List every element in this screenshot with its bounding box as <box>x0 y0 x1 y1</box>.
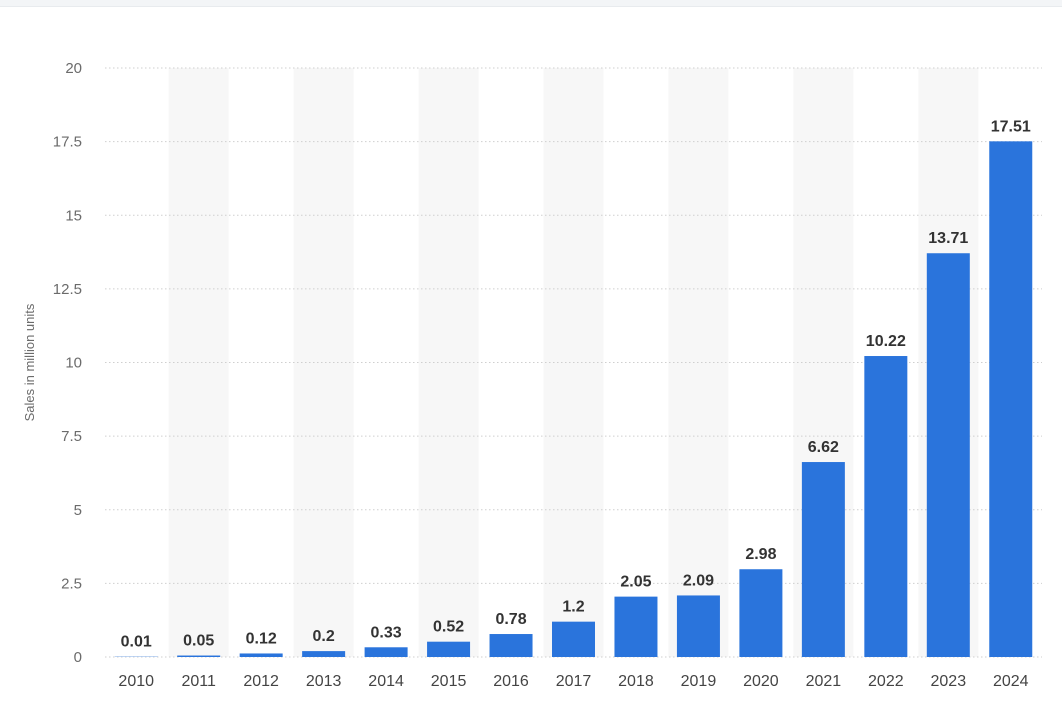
y-tick-label: 15 <box>65 207 82 224</box>
data-label: 0.01 <box>121 634 152 651</box>
data-labels: 0.01 0.05 0.12 0.2 0.33 0.52 0.78 1.2 2.05 2.09 2.… <box>121 118 1031 650</box>
column-band <box>293 68 354 657</box>
x-tick-label: 2011 <box>181 673 216 690</box>
data-label: 13.71 <box>928 230 968 247</box>
bar <box>676 595 720 657</box>
data-label: 1.2 <box>562 599 584 616</box>
bar <box>552 621 595 657</box>
x-tick-label: 2014 <box>368 673 404 690</box>
y-tick-label: 20 <box>65 60 82 77</box>
column-band <box>418 68 479 657</box>
bars <box>114 141 1033 658</box>
x-tick-label: 2021 <box>806 673 842 690</box>
data-label: 0.05 <box>183 633 214 650</box>
bar <box>801 462 845 657</box>
data-label: 17.51 <box>991 118 1031 135</box>
bar <box>989 141 1033 657</box>
bar <box>739 569 783 657</box>
data-label: 10.22 <box>866 333 906 350</box>
y-tick-label: 17.5 <box>53 134 82 151</box>
y-tick-label: 10 <box>65 355 82 372</box>
data-label: 0.33 <box>371 624 402 641</box>
bar <box>926 253 970 658</box>
x-tick-label: 2019 <box>681 673 717 690</box>
x-tick-label: 2018 <box>618 673 654 690</box>
bar <box>489 634 533 657</box>
bar <box>614 596 658 657</box>
y-tick-label: 7.5 <box>61 428 82 445</box>
x-tick-label: 2020 <box>743 673 779 690</box>
y-tick-label: 0 <box>74 649 82 666</box>
bar <box>177 655 221 657</box>
data-label: 2.98 <box>745 546 776 563</box>
x-tick-label: 2013 <box>306 673 342 690</box>
x-tick-label: 2012 <box>243 673 279 690</box>
x-tick-label: 2022 <box>868 673 904 690</box>
top-strip <box>0 0 1062 7</box>
column-band <box>168 68 229 657</box>
data-label: 0.2 <box>313 628 335 645</box>
data-label: 0.78 <box>495 611 526 628</box>
x-tick-label: 2024 <box>993 673 1029 690</box>
data-label: 6.62 <box>808 439 839 456</box>
x-tick-label: 2010 <box>118 673 154 690</box>
bar <box>364 647 408 657</box>
x-axis-labels: 2010 2011 2012 2013 2014 2015 2016 2017 2018 2019… <box>118 673 1028 690</box>
y-axis-title: Sales in million units <box>22 303 37 421</box>
y-tick-label: 5 <box>74 502 82 519</box>
x-tick-label: 2015 <box>431 673 467 690</box>
bar <box>239 653 283 657</box>
x-tick-label: 2023 <box>931 673 967 690</box>
bar <box>864 356 908 657</box>
bar <box>302 651 346 657</box>
x-tick-label: 2017 <box>556 673 592 690</box>
data-label: 0.12 <box>246 630 277 647</box>
data-label: 0.52 <box>433 619 464 636</box>
y-tick-label: 12.5 <box>53 281 82 298</box>
y-tick-label: 2.5 <box>61 575 82 592</box>
y-axis-ticks: 0 2.5 5 7.5 10 12.5 15 17.5 20 <box>53 60 82 666</box>
data-label: 2.09 <box>683 572 714 589</box>
data-label: 2.05 <box>620 574 651 591</box>
bar <box>427 641 471 657</box>
x-tick-label: 2016 <box>493 673 529 690</box>
